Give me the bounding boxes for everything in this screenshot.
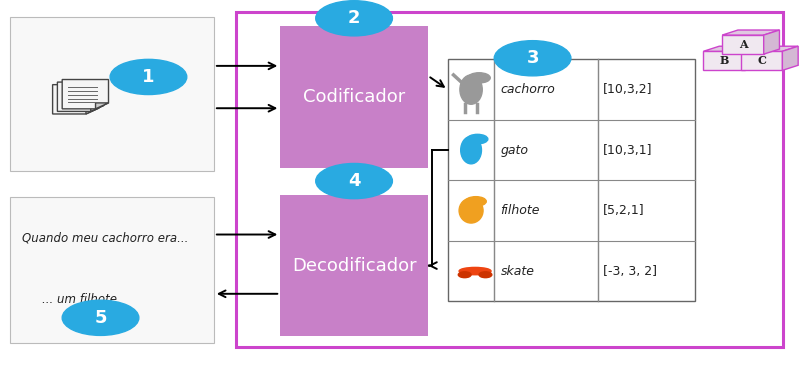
Circle shape (479, 272, 492, 278)
Polygon shape (745, 46, 761, 70)
Polygon shape (90, 106, 104, 112)
Circle shape (458, 272, 471, 278)
Bar (448, 59, 695, 301)
Circle shape (62, 300, 139, 335)
Text: C: C (757, 55, 766, 66)
Polygon shape (722, 35, 764, 54)
Text: Quando meu cachorro era...: Quando meu cachorro era... (22, 231, 189, 244)
Polygon shape (53, 85, 99, 114)
Text: [-3, 3, 2]: [-3, 3, 2] (603, 265, 657, 277)
Polygon shape (764, 30, 779, 54)
Text: 5: 5 (94, 309, 106, 327)
Circle shape (110, 59, 186, 95)
Ellipse shape (460, 75, 482, 104)
Text: gato: gato (501, 144, 529, 157)
Polygon shape (95, 103, 109, 109)
Bar (280, 195, 428, 336)
Text: 1: 1 (142, 68, 154, 86)
Bar (10, 17, 214, 171)
Bar (236, 12, 783, 347)
Circle shape (468, 73, 490, 83)
Polygon shape (86, 108, 99, 114)
Text: [5,2,1]: [5,2,1] (603, 204, 645, 217)
Polygon shape (62, 79, 109, 109)
Polygon shape (741, 51, 782, 70)
Circle shape (466, 197, 486, 206)
Bar (10, 197, 214, 343)
Text: filhote: filhote (501, 204, 540, 217)
Text: Codificador: Codificador (303, 88, 406, 106)
Ellipse shape (459, 198, 483, 223)
Circle shape (494, 40, 571, 76)
Ellipse shape (459, 268, 491, 275)
Ellipse shape (461, 136, 482, 164)
Polygon shape (782, 46, 798, 70)
Polygon shape (58, 82, 104, 112)
Polygon shape (722, 30, 779, 35)
Circle shape (316, 1, 393, 36)
Bar (280, 26, 428, 167)
Text: B: B (719, 55, 729, 66)
Text: A: A (738, 39, 747, 50)
Polygon shape (741, 46, 798, 51)
Polygon shape (703, 51, 745, 70)
Circle shape (316, 163, 393, 199)
Text: 3: 3 (526, 49, 539, 67)
Text: cachorro: cachorro (501, 83, 555, 96)
Text: [10,3,2]: [10,3,2] (603, 83, 652, 96)
Text: [10,3,1]: [10,3,1] (603, 144, 652, 157)
Circle shape (467, 134, 488, 144)
Polygon shape (703, 46, 761, 51)
Text: skate: skate (501, 265, 534, 277)
Text: 2: 2 (348, 9, 360, 27)
Text: ... um filhote: ... um filhote (42, 293, 118, 306)
Text: Decodificador: Decodificador (292, 256, 416, 275)
Text: 4: 4 (348, 172, 360, 190)
